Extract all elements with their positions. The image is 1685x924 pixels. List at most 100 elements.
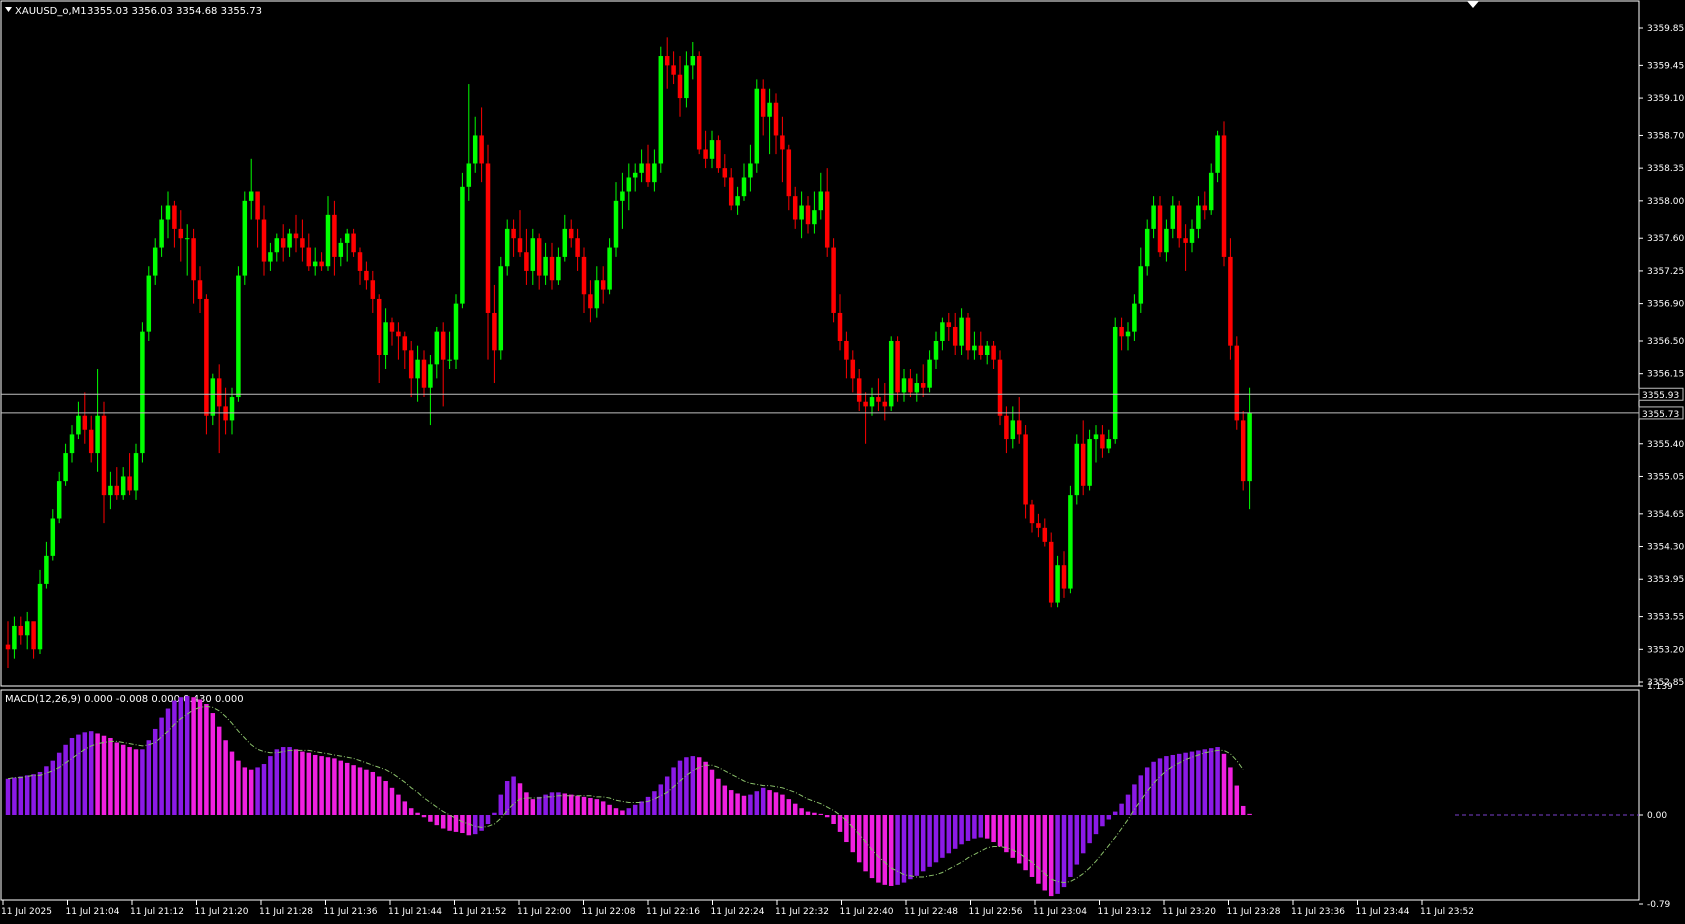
candle [703, 130, 708, 169]
candle [600, 266, 606, 304]
candle-body [69, 434, 75, 454]
candle [120, 467, 126, 500]
candle-body [1234, 345, 1240, 421]
candle-body [1029, 504, 1035, 524]
candle [773, 93, 779, 155]
candle-body [1221, 135, 1227, 257]
candle-body [319, 261, 324, 267]
macd-bar [408, 808, 414, 815]
candle-body [1119, 326, 1124, 337]
macd-bar [1221, 753, 1227, 815]
candle [920, 364, 926, 398]
macd-bar [5, 778, 11, 815]
macd-bar [344, 762, 350, 815]
macd-bar [95, 733, 100, 815]
candle-body [581, 256, 587, 295]
candle [69, 425, 75, 463]
macd-bar [863, 815, 868, 872]
macd-bar [1029, 815, 1035, 877]
time-tick-label: 11 Jul 22:40 [840, 907, 894, 917]
candle-body [191, 238, 196, 281]
macd-bar [50, 760, 56, 815]
candle-body [1004, 415, 1009, 440]
symbol-dropdown-icon[interactable] [5, 7, 12, 12]
macd-bar [127, 747, 132, 815]
candle-body [338, 242, 344, 257]
macd-bar [268, 756, 273, 815]
candle [37, 569, 43, 654]
candle [18, 616, 24, 645]
candle [818, 172, 824, 220]
candle-body [120, 476, 126, 496]
candle [991, 340, 996, 370]
candle [293, 214, 299, 253]
macd-bar [1234, 785, 1240, 815]
candle-body [184, 238, 190, 240]
candle-body [645, 163, 651, 183]
time-tick-label: 11 Jul 22:32 [775, 907, 829, 917]
macd-bar [44, 766, 49, 815]
candle [658, 46, 664, 173]
candle [1247, 387, 1252, 510]
candle-body [274, 238, 280, 253]
candle [197, 266, 203, 313]
candle-body [780, 135, 785, 150]
candle-body [364, 270, 369, 281]
candle-body [306, 247, 312, 267]
candle-body [709, 140, 715, 159]
candle [594, 266, 600, 318]
candle-body [837, 312, 843, 341]
candle-body [172, 205, 177, 229]
time-tick-label: 11 Jul 21:28 [259, 907, 313, 917]
macd-bar [1215, 747, 1220, 815]
candle [556, 247, 561, 285]
candle-body [1010, 420, 1016, 440]
candle [306, 233, 312, 271]
candle [504, 219, 510, 276]
macd-bar [133, 749, 139, 815]
macd-bar [216, 726, 222, 815]
horizontal-lines[interactable]: 3355.93 3355.73 [1, 387, 1684, 420]
candle-body [1183, 238, 1188, 243]
candle [236, 266, 241, 402]
candle-body [927, 359, 932, 388]
candle-body [229, 397, 235, 421]
candle-body [197, 280, 203, 299]
candle-body [972, 345, 977, 351]
macd-bar [146, 740, 152, 815]
candle-body [735, 196, 740, 206]
macd-bar [940, 815, 945, 858]
candle-body [722, 168, 728, 178]
candle-body [684, 65, 689, 99]
macd-bar [1170, 754, 1176, 815]
macd-bar [229, 751, 235, 815]
hline-price-label: 3355.73 [1642, 410, 1679, 420]
candle [741, 163, 747, 201]
macd-bar [997, 815, 1003, 847]
candle-body [114, 485, 120, 496]
candle-body [56, 481, 62, 519]
chart-shift-marker-icon[interactable] [1467, 1, 1479, 8]
candle-body [1240, 420, 1246, 482]
candle [530, 228, 536, 285]
candle [440, 322, 446, 407]
candle-body [824, 191, 830, 248]
time-tick-label: 11 Jul 23:28 [1227, 907, 1281, 917]
candle [408, 340, 414, 398]
candle-body [447, 359, 452, 361]
macd-bar [120, 744, 126, 815]
candle-body [133, 453, 139, 491]
candle-body [588, 294, 593, 309]
candle [1029, 499, 1035, 533]
price-tick-label: 3359.10 [1647, 94, 1684, 104]
candle-body [146, 275, 152, 332]
candle-body [869, 397, 875, 407]
candle [204, 294, 209, 435]
candle [460, 172, 465, 309]
candle [466, 84, 472, 201]
candle-body [50, 518, 56, 556]
candle [114, 467, 120, 500]
time-tick-label: 11 Jul 23:52 [1420, 907, 1474, 917]
